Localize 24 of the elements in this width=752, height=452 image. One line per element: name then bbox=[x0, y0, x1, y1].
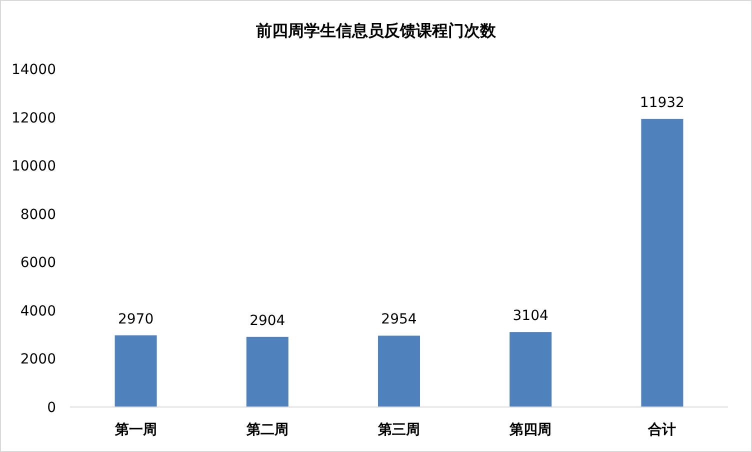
y-tick-label: 6000 bbox=[20, 255, 56, 272]
data-label: 2904 bbox=[250, 312, 286, 329]
y-tick-label: 12000 bbox=[11, 110, 56, 126]
y-tick-label: 2000 bbox=[20, 352, 56, 368]
bar bbox=[246, 336, 288, 407]
bar bbox=[641, 118, 684, 407]
y-tick-label: 0 bbox=[47, 400, 56, 416]
y-tick-label: 10000 bbox=[11, 158, 56, 175]
chart-title: 前四周学生信息员反馈课程门次数 bbox=[255, 21, 497, 40]
x-tick-label: 第一周 bbox=[114, 422, 157, 438]
x-tick-label: 第二周 bbox=[245, 422, 288, 438]
bar bbox=[114, 335, 157, 407]
bar bbox=[378, 336, 420, 407]
y-tick-label: 14000 bbox=[11, 62, 56, 78]
data-label: 2954 bbox=[381, 312, 417, 328]
x-tick-label: 合计 bbox=[647, 422, 676, 438]
x-tick-label: 第三周 bbox=[377, 422, 420, 438]
y-tick-label: 4000 bbox=[20, 303, 56, 320]
bar bbox=[510, 332, 552, 407]
x-tick-label: 第四周 bbox=[508, 422, 552, 438]
data-label: 2970 bbox=[118, 311, 154, 328]
data-label: 11932 bbox=[640, 94, 684, 111]
data-label: 3104 bbox=[512, 308, 548, 324]
y-tick-label: 8000 bbox=[20, 206, 56, 223]
